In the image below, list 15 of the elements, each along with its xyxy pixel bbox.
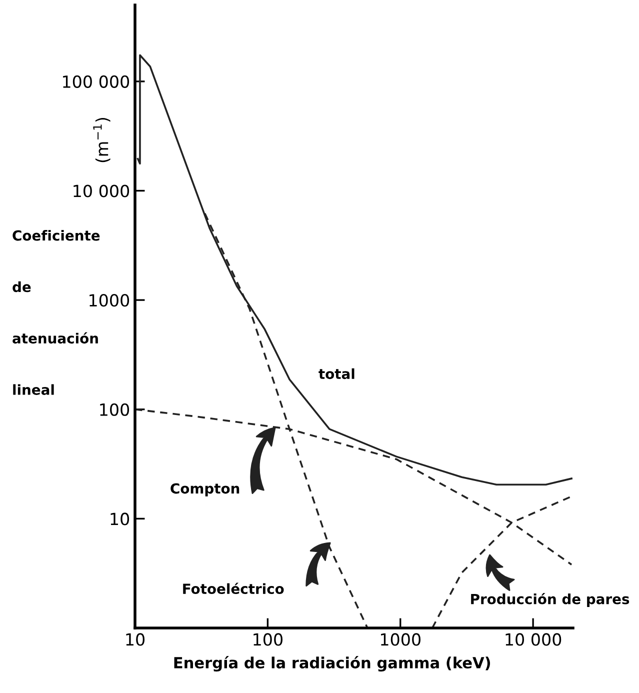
x-tick-label: 10 bbox=[126, 633, 144, 646]
x-axis-title: Energía de la radiación gamma (keV) bbox=[174, 656, 490, 672]
annotation: Producción de pares bbox=[471, 592, 630, 607]
annotation: total bbox=[318, 368, 354, 380]
y-tick-label: 100 bbox=[100, 403, 130, 416]
x-tick-label: 10 000 bbox=[506, 633, 562, 646]
y-tick-label: 1000 bbox=[90, 294, 130, 307]
annotation: Fotoeléctrico bbox=[183, 582, 284, 594]
annotation: Compton bbox=[170, 483, 240, 496]
x-tick-label: 100 bbox=[254, 633, 282, 646]
y-tick-label: 100 000 bbox=[63, 75, 130, 88]
y-axis-title: (m$^{−1}$) bbox=[93, 118, 110, 162]
x-tick-label: 1000 bbox=[380, 633, 420, 646]
y-tick-label: 10 bbox=[110, 512, 130, 526]
y-tick-label: 10 000 bbox=[74, 184, 130, 198]
